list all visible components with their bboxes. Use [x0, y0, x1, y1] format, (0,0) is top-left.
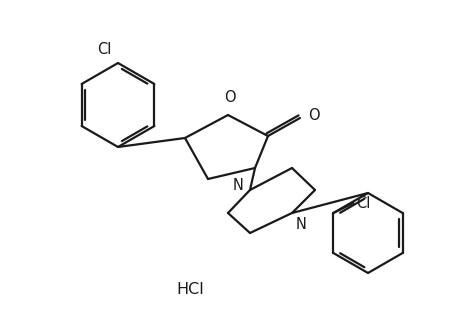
Text: Cl: Cl [356, 196, 371, 211]
Text: O: O [224, 90, 236, 105]
Text: Cl: Cl [97, 42, 111, 57]
Text: N: N [233, 179, 244, 193]
Text: N: N [296, 217, 307, 232]
Text: O: O [308, 109, 320, 123]
Text: HCl: HCl [176, 281, 204, 296]
